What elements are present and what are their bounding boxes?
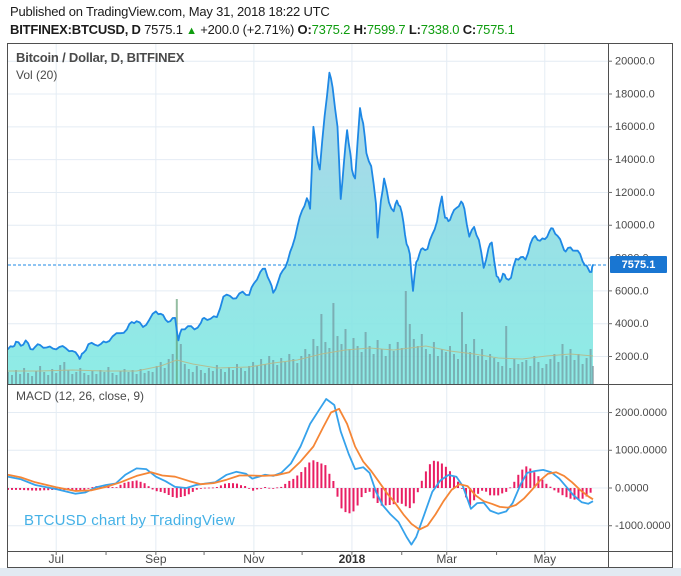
chart-canvas[interactable]: 2000.04000.06000.08000.010000.012000.014… <box>8 44 672 567</box>
high-label: H: <box>353 22 368 37</box>
price-change: +200.0 (+2.71%) <box>200 22 295 37</box>
svg-text:12000.0: 12000.0 <box>615 187 655 199</box>
open-label: O: <box>297 22 312 37</box>
chart-title: Bitcoin / Dollar, D, BITFINEX <box>16 50 185 65</box>
svg-text:2000.0000: 2000.0000 <box>615 407 667 419</box>
volume-indicator-label: Vol (20) <box>16 68 58 82</box>
chart-container: 2000.04000.06000.08000.010000.012000.014… <box>7 43 673 568</box>
svg-text:Sep: Sep <box>145 552 167 566</box>
published-line: Published on TradingView.com, May 31, 20… <box>10 4 330 19</box>
svg-text:2000.0: 2000.0 <box>615 351 649 363</box>
svg-text:-1000.0000: -1000.0000 <box>615 520 671 532</box>
svg-text:16000.0: 16000.0 <box>615 121 655 133</box>
snapshot-header: Published on TradingView.com, May 31, 20… <box>10 3 675 40</box>
page-margin-strip <box>0 568 681 576</box>
symbol-line: BITFINEX:BTCUSD, D 7575.1 ▲ +200.0 (+2.7… <box>10 21 675 40</box>
svg-text:4000.0: 4000.0 <box>615 318 649 330</box>
close-value: 7575.1 <box>476 22 515 37</box>
svg-text:Nov: Nov <box>243 552 264 566</box>
time-axis[interactable] <box>8 551 608 567</box>
svg-text:May: May <box>533 552 556 566</box>
up-arrow-icon: ▲ <box>186 25 197 37</box>
tradingview-watermark-link[interactable]: BTCUSD chart by TradingView <box>24 512 236 529</box>
low-label: L: <box>408 22 421 37</box>
price-axis[interactable] <box>609 44 672 551</box>
svg-text:10000.0: 10000.0 <box>615 220 655 232</box>
low-value: 7338.0 <box>420 22 460 37</box>
open-value: 7375.2 <box>311 22 351 37</box>
high-value: 7599.7 <box>366 22 406 37</box>
macd-indicator-label: MACD (12, 26, close, 9) <box>16 389 145 403</box>
svg-text:2018: 2018 <box>339 552 366 566</box>
last-price: 7575.1 <box>144 22 183 37</box>
svg-text:14000.0: 14000.0 <box>615 154 655 166</box>
last-price-axis-badge: 7575.1 <box>610 256 667 273</box>
svg-text:18000.0: 18000.0 <box>615 88 655 100</box>
svg-text:1000.0000: 1000.0000 <box>615 445 667 457</box>
svg-text:Mar: Mar <box>436 552 457 566</box>
svg-text:0.0000: 0.0000 <box>615 482 649 494</box>
symbol-name: BITFINEX:BTCUSD, D <box>10 22 141 37</box>
svg-text:20000.0: 20000.0 <box>615 56 655 68</box>
close-label: C: <box>462 22 477 37</box>
svg-text:Jul: Jul <box>49 552 64 566</box>
svg-text:6000.0: 6000.0 <box>615 285 649 297</box>
